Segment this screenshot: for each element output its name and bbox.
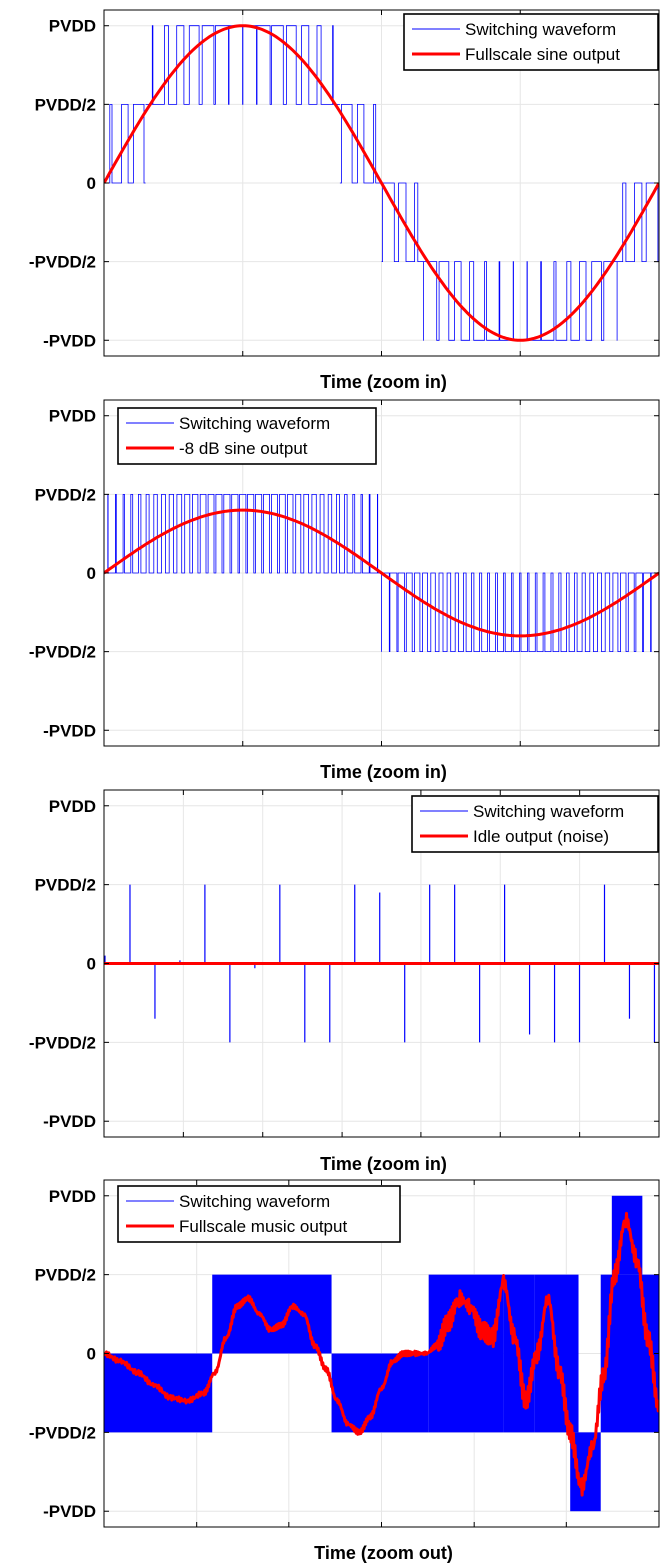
panel-4: PVDD PVDD/2 0 -PVDD/2 -PVDD Time (zoom out) Sw… (29, 1179, 660, 1563)
legend-label-output: Idle output (noise) (473, 827, 609, 846)
output-line (104, 508, 659, 638)
y-tick-label: 0 (87, 1345, 96, 1364)
legend-label-switching: Switching waveform (179, 414, 330, 433)
y-tick-label: PVDD/2 (35, 1266, 96, 1285)
legend-box (411, 795, 659, 853)
legend: Switching waveform Idle output (noise) (411, 795, 659, 853)
y-tick-label: PVDD (49, 797, 96, 816)
legend-box (403, 13, 659, 71)
output-line (104, 1211, 659, 1497)
plot-area (104, 884, 659, 1043)
x-axis-label: Time (zoom out) (314, 1543, 453, 1563)
plot-area (104, 494, 659, 652)
legend-box (117, 407, 377, 465)
legend-label-switching: Switching waveform (473, 802, 624, 821)
plot-area (104, 24, 659, 342)
output-line (104, 24, 659, 342)
y-tick-label: PVDD/2 (35, 485, 96, 504)
panel-1: PVDD PVDD/2 0 -PVDD/2 -PVDD Time (zoom in) Swi… (29, 9, 660, 392)
y-tick-label: -PVDD (43, 721, 96, 740)
legend: Switching waveform Fullscale sine output (403, 13, 659, 71)
y-tick-label: 0 (87, 564, 96, 583)
y-tick-label: -PVDD/2 (29, 253, 96, 272)
switching-waveform (104, 884, 656, 1043)
legend-label-output: Fullscale sine output (465, 45, 620, 64)
legend: Switching waveform -8 dB sine output (117, 407, 377, 465)
legend: Switching waveform Fullscale music output (117, 1185, 401, 1243)
switching-block (104, 1353, 213, 1433)
x-axis-label: Time (zoom in) (320, 372, 447, 392)
x-axis-label: Time (zoom in) (320, 1154, 447, 1174)
y-tick-label: -PVDD/2 (29, 643, 96, 662)
x-axis-label: Time (zoom in) (320, 762, 447, 782)
y-tick-label: -PVDD (43, 1502, 96, 1521)
y-tick-label: PVDD (49, 1187, 96, 1206)
y-tick-label: -PVDD (43, 331, 96, 350)
plot-area (104, 1195, 659, 1512)
y-tick-label: -PVDD/2 (29, 1423, 96, 1442)
y-tick-label: -PVDD (43, 1112, 96, 1131)
y-tick-label: PVDD/2 (35, 876, 96, 895)
panel-3: PVDD PVDD/2 0 -PVDD/2 -PVDD Time (zoom in) Swi… (29, 789, 660, 1174)
legend-label-switching: Switching waveform (179, 1192, 330, 1211)
y-tick-label: 0 (87, 955, 96, 974)
y-tick-label: 0 (87, 174, 96, 193)
legend-label-switching: Switching waveform (465, 20, 616, 39)
panel-2: PVDD PVDD/2 0 -PVDD/2 -PVDD Time (zoom in) Swi… (29, 399, 660, 782)
switching-waveform-line (104, 25, 659, 341)
legend-box (117, 1185, 401, 1243)
legend-label-output: -8 dB sine output (179, 439, 308, 458)
y-tick-label: PVDD (49, 407, 96, 426)
y-tick-label: PVDD/2 (35, 95, 96, 114)
y-tick-label: -PVDD/2 (29, 1033, 96, 1052)
switching-block (428, 1274, 504, 1433)
y-tick-label: PVDD (49, 17, 96, 36)
legend-label-output: Fullscale music output (179, 1217, 347, 1236)
